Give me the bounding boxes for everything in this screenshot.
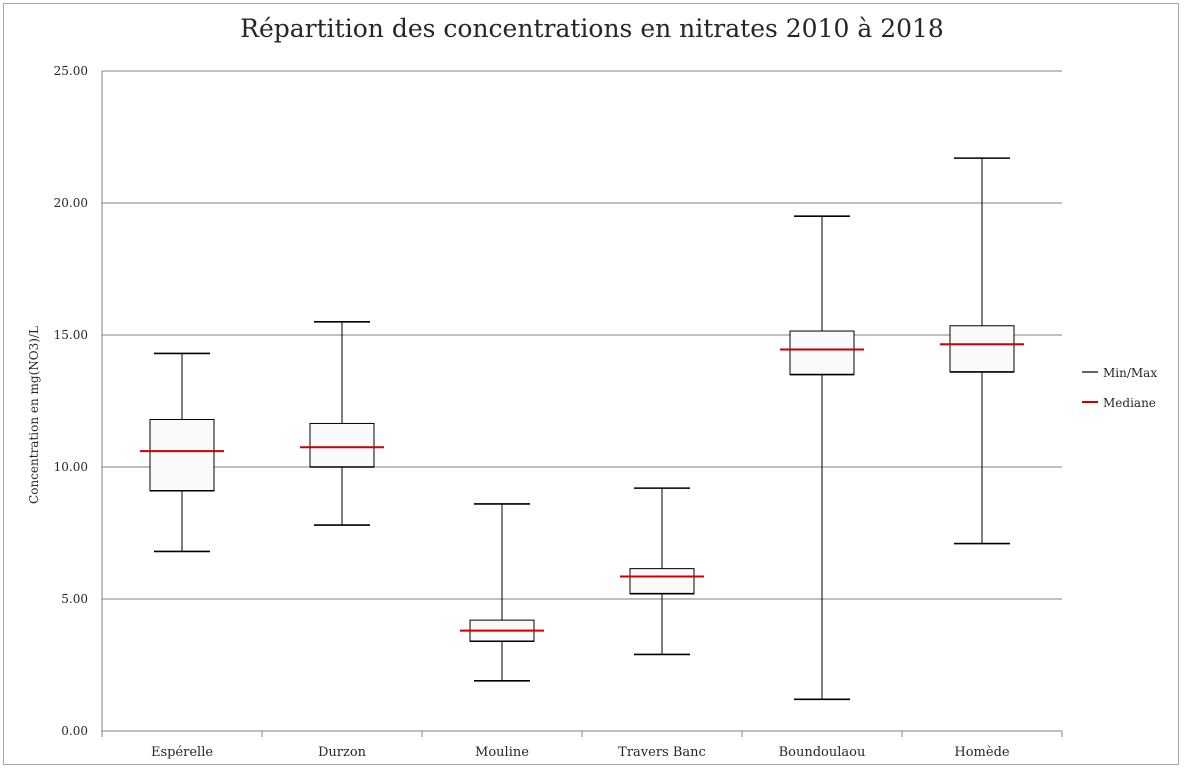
y-tick-label: 25.00 [54, 64, 88, 78]
box-2 [300, 320, 384, 526]
legend-minmax-label: Min/Max [1103, 366, 1157, 380]
box-body [629, 568, 695, 595]
box-1 [140, 352, 224, 553]
box-body [309, 422, 375, 468]
x-category-label: Boundoulaou [779, 745, 866, 760]
y-tick-label: 20.00 [54, 196, 88, 210]
y-tick-labels: 0.00 5.00 10.00 15.00 20.00 25.00 [54, 64, 88, 738]
x-category-label: Durzon [318, 745, 367, 760]
x-category-label: Travers Banc [618, 745, 706, 760]
chart-frame [3, 3, 1179, 765]
x-category-label: Espérelle [151, 745, 213, 760]
box-3 [460, 503, 544, 682]
chart-title: Répartition des concentrations en nitrat… [240, 14, 944, 43]
y-tick-label: 5.00 [61, 592, 88, 606]
box-body [149, 418, 215, 492]
x-category-labels: Espérelle Durzon Mouline Travers Banc Boundo… [151, 745, 1010, 760]
y-tick-label: 0.00 [61, 724, 88, 738]
x-category-label: Mouline [475, 745, 529, 760]
box-6 [940, 157, 1024, 545]
y-axis-label: Concentration en mg(NO3)/L [27, 326, 41, 504]
legend: Min/Max Mediane [1082, 366, 1157, 410]
y-tick-label: 15.00 [54, 328, 88, 342]
y-tick-label: 10.00 [54, 460, 88, 474]
box-4 [620, 487, 704, 656]
box-5 [780, 215, 864, 701]
box-body [949, 325, 1015, 373]
x-category-label: Homède [954, 745, 1010, 760]
box-layer [140, 157, 1024, 701]
box-body [789, 330, 855, 376]
grid-layer [101, 70, 1063, 737]
legend-median-label: Mediane [1103, 396, 1156, 410]
